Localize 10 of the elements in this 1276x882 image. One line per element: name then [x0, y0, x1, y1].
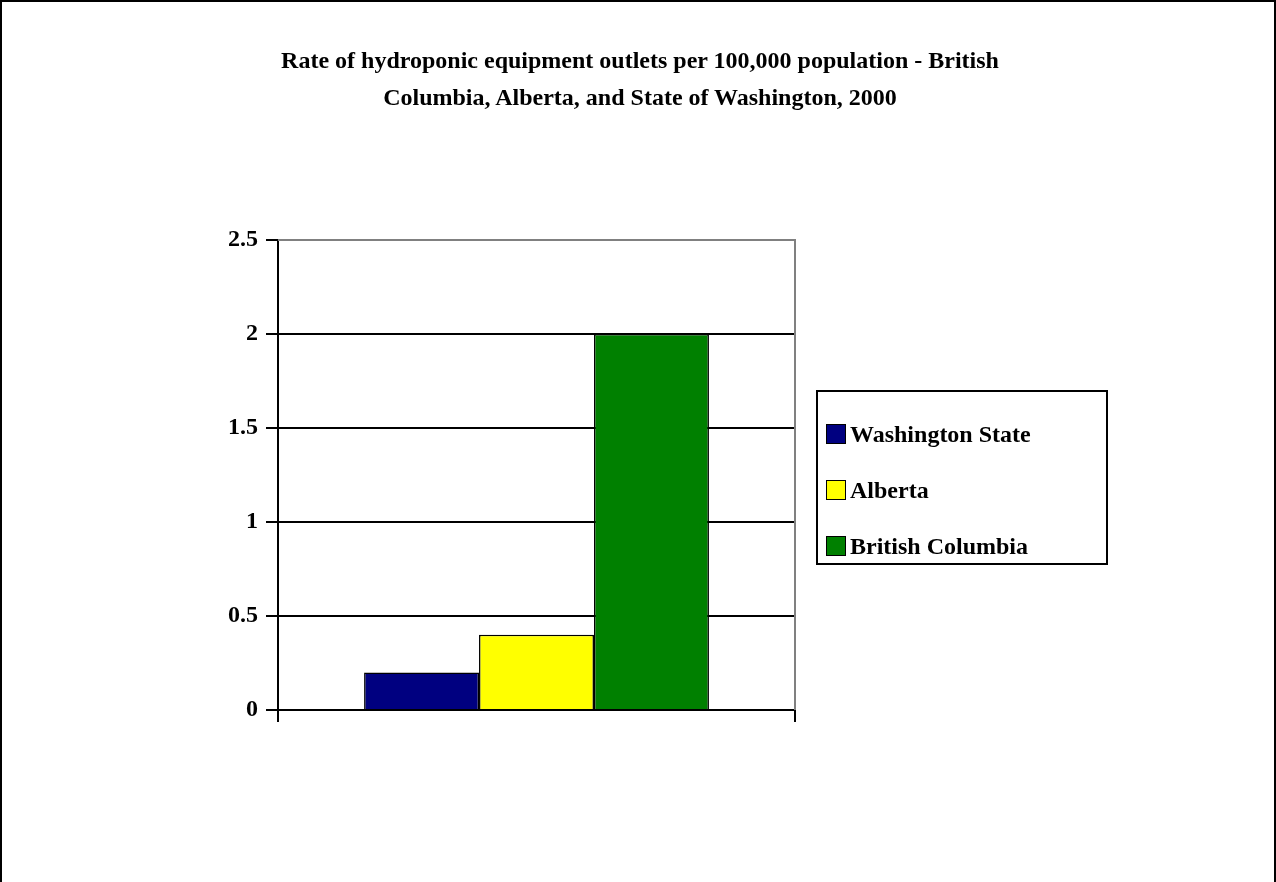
y-tick-label: 0.5	[228, 601, 258, 628]
y-tick-label: 2.5	[228, 225, 258, 252]
y-tick-label: 1	[246, 507, 258, 534]
legend-label: Washington State	[850, 420, 1031, 448]
legend-label: British Columbia	[850, 532, 1029, 560]
chart-title: Rate of hydroponic equipment outlets per 100,000 population - British Columbia, Alberta, and State of Washington, 2000	[280, 46, 1000, 112]
y-tick-label: 2	[246, 319, 258, 346]
y-tick-label: 1.5	[228, 413, 258, 440]
legend-label: Alberta	[850, 476, 929, 504]
y-tick-label: 0	[246, 695, 258, 722]
